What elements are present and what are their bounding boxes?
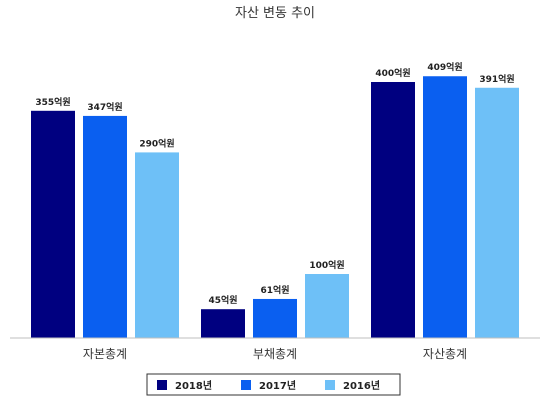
- legend-swatch-3: [325, 380, 335, 390]
- data-label-3-3: 391억원: [479, 73, 514, 85]
- legend-label-1: 2018년: [175, 379, 212, 392]
- bar-2-1: [201, 309, 245, 338]
- bar-3-2: [423, 76, 467, 339]
- category-label-2: 부채총계: [253, 347, 297, 361]
- bars-group: [31, 76, 519, 339]
- bar-3-3: [475, 87, 519, 338]
- bar-2-3: [305, 274, 349, 338]
- data-label-1-3: 290억원: [139, 137, 174, 149]
- data-label-3-2: 409억원: [427, 61, 462, 73]
- bar-1-1: [31, 110, 75, 338]
- legend-label-2: 2017년: [259, 379, 296, 392]
- data-label-2-2: 61억원: [260, 284, 289, 296]
- bar-3-1: [371, 82, 415, 338]
- legend-swatch-2: [241, 380, 251, 390]
- legend-box: [146, 373, 401, 396]
- chart-title: 자산 변동 추이: [235, 6, 315, 21]
- data-label-3-1: 400억원: [375, 67, 410, 79]
- category-label-1: 자본총계: [83, 347, 127, 361]
- bar-1-3: [135, 152, 179, 338]
- bar-2-2: [253, 298, 297, 338]
- legend: 2018년 2017년 2016년: [157, 379, 380, 392]
- bar-1-2: [83, 115, 127, 338]
- category-label-3: 자산총계: [423, 347, 467, 361]
- data-labels-group: 355억원 347억원 290억원 45억원 61억원 100억원 400억원 409억원 39…: [35, 61, 514, 306]
- legend-label-3: 2016년: [343, 379, 380, 392]
- data-label-2-1: 45억원: [208, 294, 237, 306]
- data-label-2-3: 100억원: [309, 259, 344, 271]
- legend-swatch-1: [157, 380, 167, 390]
- data-label-1-1: 355억원: [35, 96, 70, 108]
- data-label-1-2: 347억원: [87, 101, 122, 113]
- category-labels-group: 자본총계 부채총계 자산총계: [83, 347, 467, 361]
